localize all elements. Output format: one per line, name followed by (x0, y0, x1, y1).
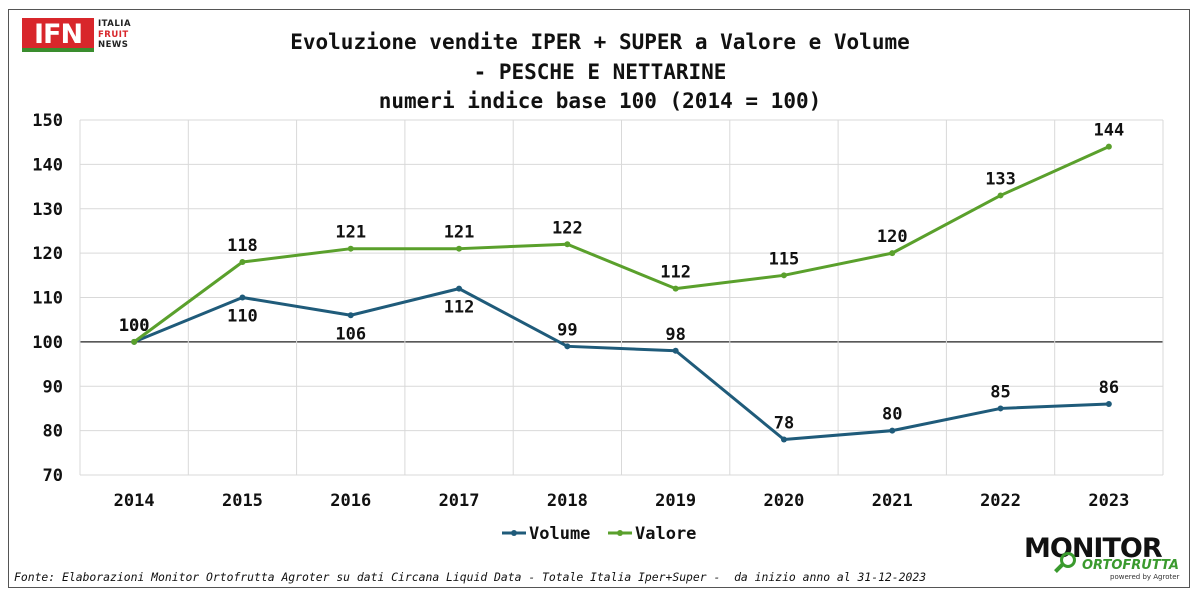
data-label-volume: 99 (557, 320, 577, 340)
data-label-valore: 112 (660, 263, 691, 283)
chart-series (131, 143, 1112, 443)
data-label-valore: 115 (769, 249, 800, 269)
data-label-volume: 78 (774, 414, 794, 434)
data-point-valore (456, 245, 463, 252)
data-label-valore: 144 (1093, 121, 1124, 141)
data-point-volume (997, 405, 1004, 412)
data-point-valore (347, 245, 354, 252)
data-point-valore (780, 272, 787, 279)
data-point-valore (239, 259, 246, 265)
legend-marker-valore (617, 530, 623, 536)
source-note: Fonte: Elaborazioni Monitor Ortofrutta A… (14, 570, 927, 584)
data-label-volume: 98 (665, 325, 685, 345)
x-tick-label: 2022 (980, 491, 1021, 511)
y-tick-label: 140 (32, 155, 63, 175)
x-tick-label: 2021 (872, 491, 913, 511)
x-tick-label: 2017 (439, 491, 480, 511)
data-label-valore: 100 (119, 316, 150, 336)
data-point-volume (780, 436, 787, 443)
ifn-logo-text: ITALIA FRUIT NEWS (98, 19, 132, 50)
data-point-volume (889, 427, 896, 434)
chart-axes: 70 80 90 100 110 120 130 140 150 2014 2015 2016 2017… (32, 111, 1129, 511)
magnifier-icon (1060, 552, 1076, 568)
data-label-volume: 80 (882, 405, 902, 425)
chart-frame (8, 9, 1190, 588)
data-label-volume: 106 (335, 324, 366, 344)
data-label-valore: 121 (444, 223, 475, 243)
x-tick-label: 2019 (655, 491, 696, 511)
data-point-valore (997, 192, 1004, 199)
ifn-logo-mark: IFN (22, 18, 94, 52)
data-label-volume: 112 (444, 298, 475, 318)
x-tick-label: 2020 (763, 491, 804, 511)
data-point-volume (239, 294, 246, 301)
y-tick-label: 100 (32, 333, 63, 353)
chart-grid (79, 119, 1164, 476)
series-line-volume (133, 287, 1109, 441)
x-tick-label: 2018 (547, 491, 588, 511)
data-label-volume: 86 (1099, 378, 1119, 398)
data-label-valore: 122 (552, 218, 583, 238)
chart-title-line-3: numeri indice base 100 (2014 = 100) (378, 89, 822, 113)
data-label-volume: 100 (119, 316, 150, 336)
data-point-valore (672, 285, 679, 292)
data-point-valore (889, 250, 896, 257)
monitor-ortofrutta-logo: MONITOR ORTOFRUTTA powered by Agroter (1024, 533, 1180, 582)
data-point-valore (131, 338, 138, 345)
chart-title-line-2: - PESCHE E NETTARINE (473, 60, 727, 84)
y-tick-label: 80 (43, 422, 63, 442)
legend-label-valore: Valore (635, 524, 696, 544)
series-line-valore (133, 145, 1110, 344)
data-label-valore: 133 (985, 169, 1016, 189)
chart-title-line-1: Evoluzione vendite IPER + SUPER a Valore… (290, 30, 910, 54)
x-tick-label: 2016 (330, 491, 371, 511)
chart-data-labels: 110 106 112 99 98 78 80 85 86 100 118 121 121 122 112 1… (119, 121, 1124, 434)
data-point-volume (347, 312, 354, 319)
data-label-volume: 85 (990, 382, 1010, 402)
data-label-valore: 121 (335, 223, 366, 243)
x-tick-label: 2014 (114, 491, 155, 511)
data-point-volume (564, 343, 571, 350)
legend-label-volume: Volume (529, 524, 590, 544)
data-point-volume (672, 347, 679, 354)
data-label-valore: 120 (877, 227, 908, 247)
legend-marker-volume (511, 530, 517, 536)
data-point-valore (564, 241, 571, 248)
chart-legend: Volume Valore (502, 524, 696, 544)
y-tick-label: 130 (32, 200, 63, 220)
y-tick-label: 120 (32, 244, 63, 264)
ifn-logo: IFN ITALIA FRUIT NEWS (22, 18, 144, 52)
y-tick-label: 110 (32, 289, 63, 309)
y-tick-label: 70 (43, 466, 63, 486)
data-label-volume: 110 (227, 307, 258, 327)
y-tick-label: 90 (43, 377, 63, 397)
data-point-volume (1105, 401, 1112, 407)
y-tick-label: 150 (32, 111, 63, 131)
x-tick-label: 2023 (1088, 491, 1129, 511)
data-point-valore (1105, 143, 1112, 150)
data-point-volume (456, 285, 463, 292)
x-tick-label: 2015 (222, 491, 263, 511)
data-label-valore: 118 (227, 236, 258, 256)
